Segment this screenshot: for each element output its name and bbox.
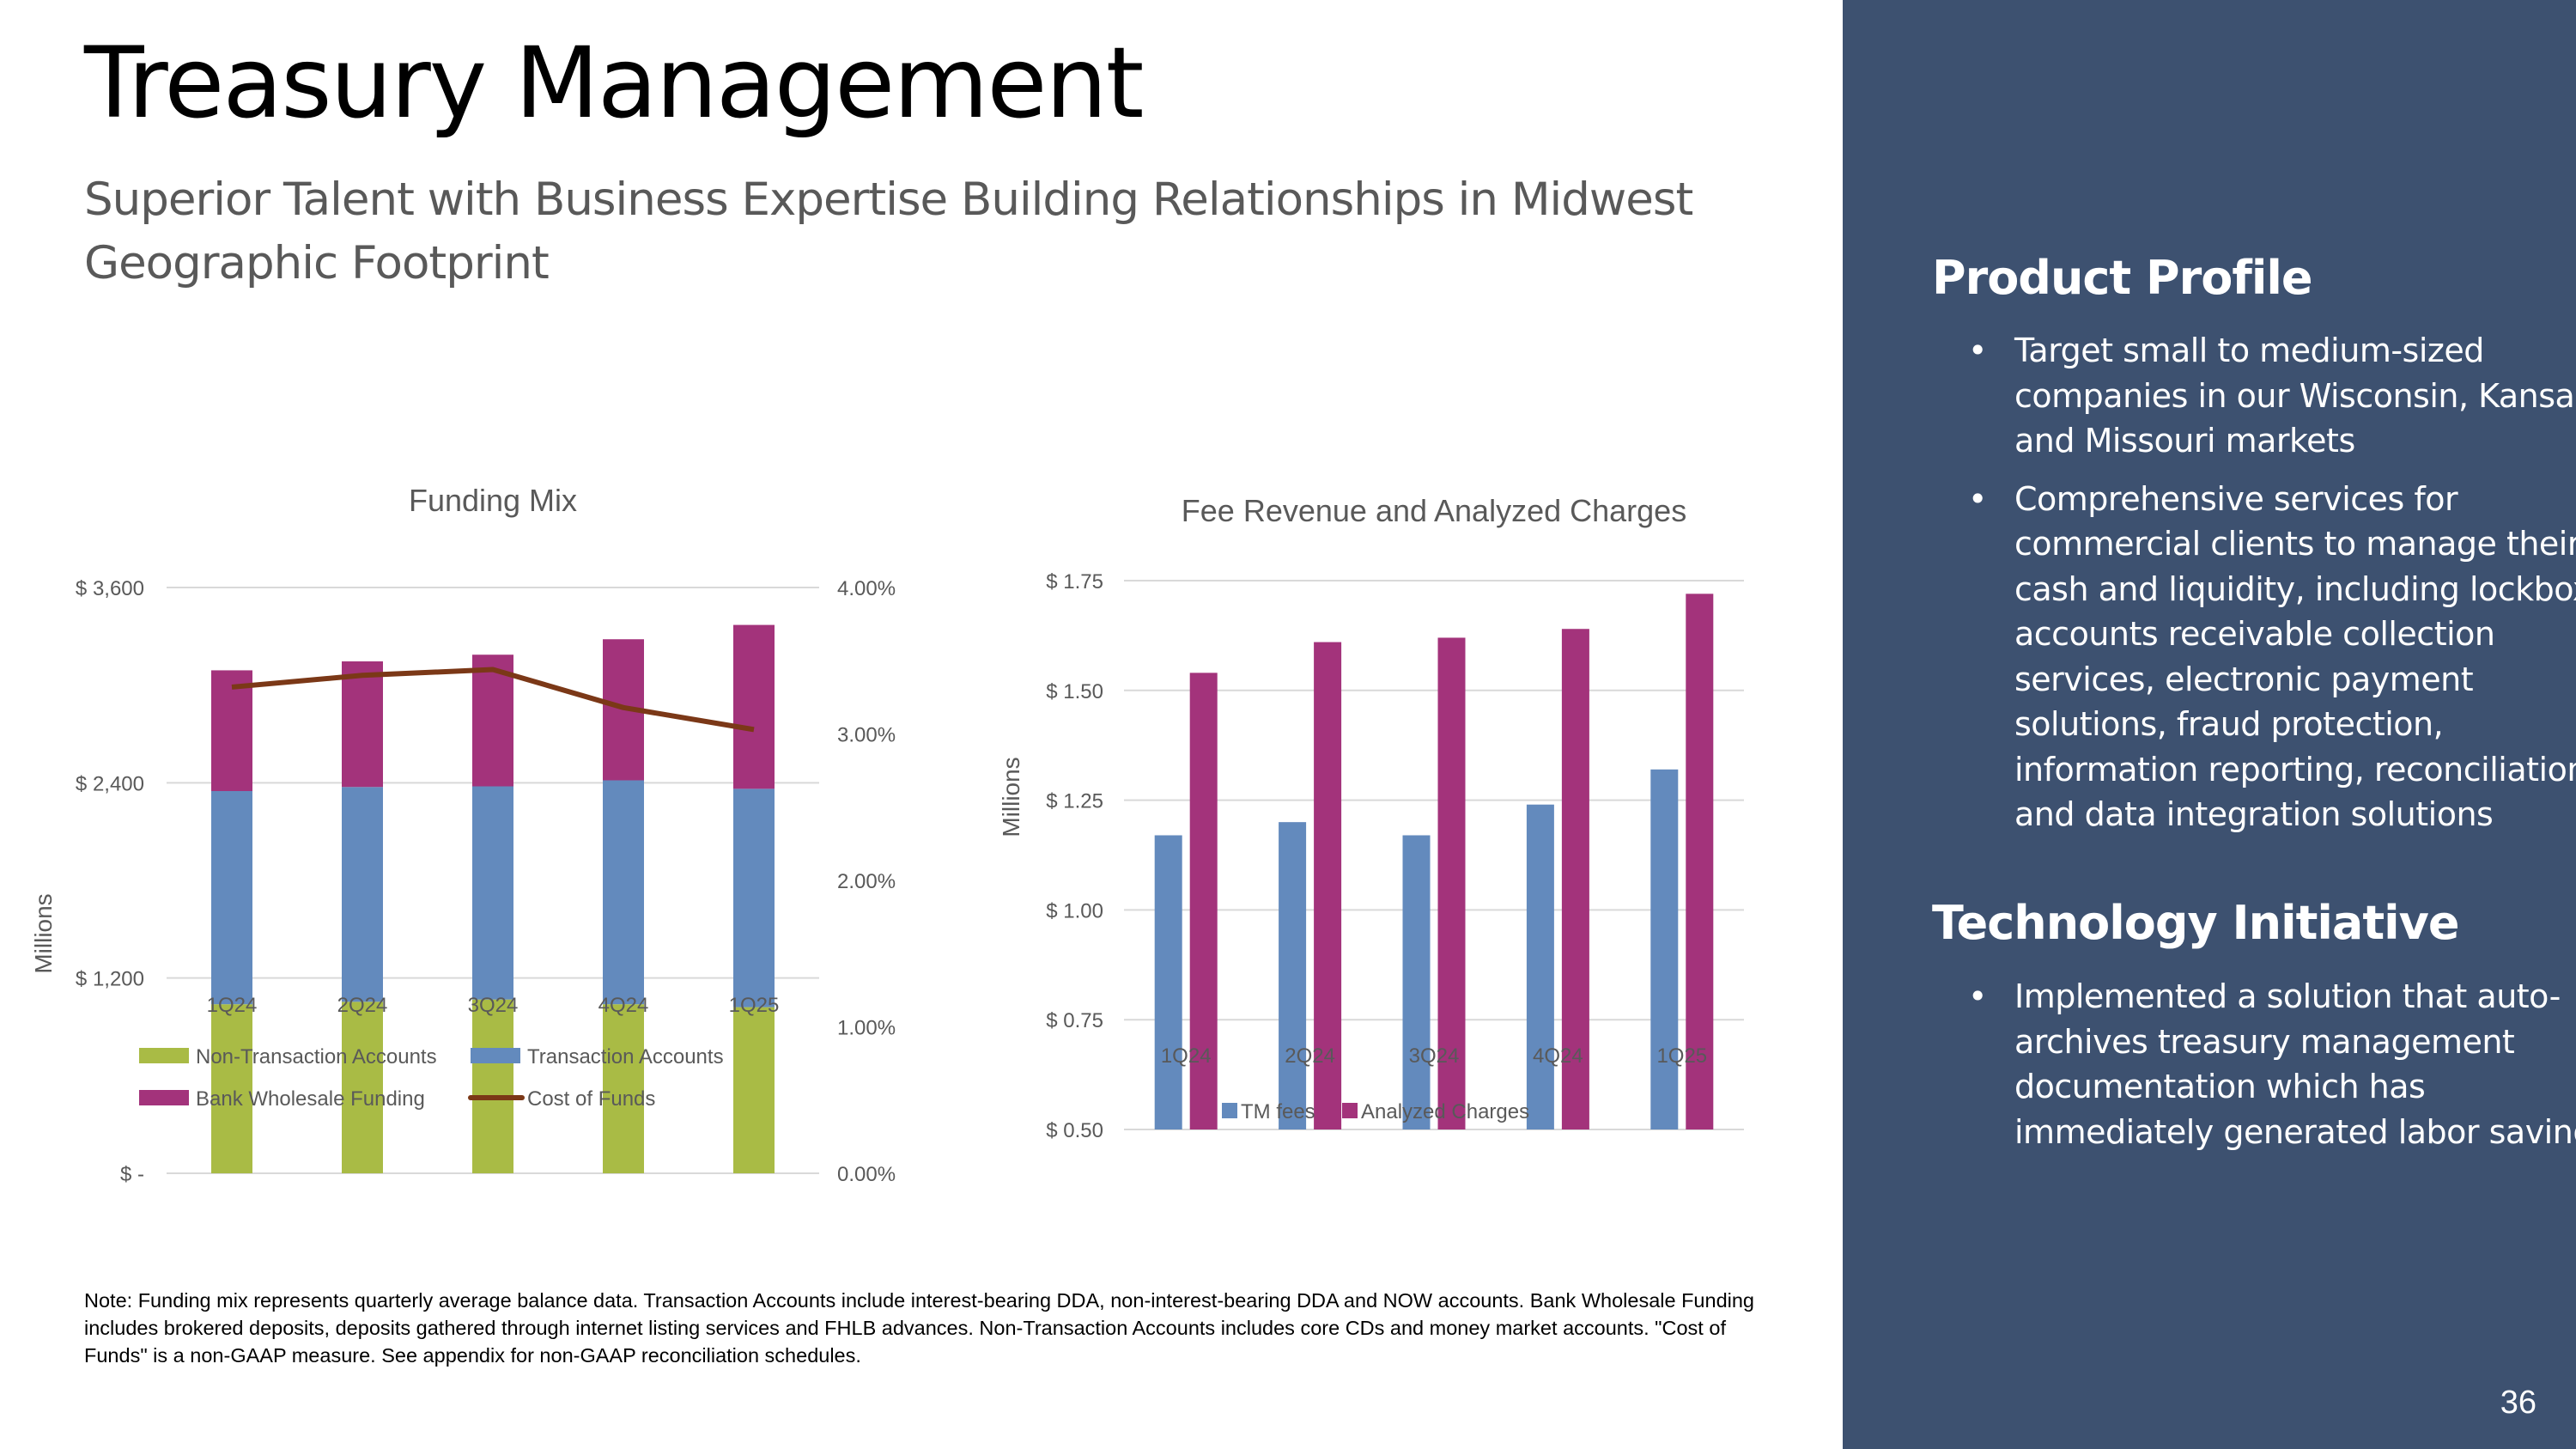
bullet-text: Implemented a solution that auto-archive…: [2014, 977, 2576, 1151]
bar: [1437, 637, 1466, 1129]
legend-swatch: [139, 1090, 189, 1105]
y2-tick-label: 2.00%: [837, 870, 896, 893]
bar-segment: [733, 624, 775, 789]
bar-segment: [603, 780, 644, 1005]
bullet-text: Comprehensive services for commercial cl…: [2014, 479, 2576, 834]
bar: [1279, 822, 1307, 1129]
legend-label: Cost of Funds: [527, 1087, 655, 1111]
y-tick-label: $ 0.75: [1046, 1009, 1103, 1032]
x-tick-label: 4Q24: [598, 994, 649, 1017]
x-tick-label: 2Q24: [1285, 1044, 1335, 1068]
y-tick-label: $ -: [120, 1163, 144, 1186]
y2-tick-label: 4.00%: [837, 577, 896, 600]
legend-swatch: [1342, 1103, 1358, 1118]
bar-segment: [733, 788, 775, 1008]
y-tick-label: $ 1,200: [76, 968, 144, 991]
x-tick-label: 1Q24: [1161, 1044, 1212, 1068]
technology-initiative-heading: Technology Initiative: [1932, 896, 2459, 950]
legend-label: Bank Wholesale Funding: [196, 1087, 425, 1111]
bullet-text: Target small to medium-sized companies i…: [2014, 332, 2576, 460]
bar: [1526, 804, 1554, 1129]
bar-segment: [472, 654, 513, 787]
bullet-icon: •: [1968, 479, 1987, 518]
technology-initiative-list: • Implemented a solution that auto-archiv…: [1932, 974, 2576, 1167]
legend-label: Analyzed Charges: [1361, 1100, 1529, 1123]
bar-segment: [211, 1004, 252, 1173]
page-title: Treasury Management: [84, 26, 1144, 140]
bar-segment: [472, 786, 513, 1000]
bar: [1650, 769, 1679, 1129]
bullet-icon: •: [1968, 332, 1987, 369]
bar: [1561, 629, 1589, 1129]
list-item: • Implemented a solution that auto-archiv…: [1968, 974, 2576, 1154]
bar: [1189, 673, 1218, 1129]
list-item: • Comprehensive services for commercial c…: [1968, 477, 2576, 837]
y-tick-label: $ 2,400: [76, 772, 144, 795]
bar-segment: [472, 999, 513, 1173]
bar-segment: [733, 1007, 775, 1173]
legend-swatch: [139, 1048, 189, 1063]
product-profile-list: • Target small to medium-sized companies …: [1932, 328, 2576, 850]
bullet-icon: •: [1968, 977, 1987, 1015]
y-tick-label: $ 0.50: [1046, 1119, 1103, 1142]
x-tick-label: 3Q24: [468, 994, 519, 1017]
product-profile-heading: Product Profile: [1932, 251, 2312, 305]
page-number: 36: [2500, 1385, 2537, 1421]
y-tick-label: $ 1.25: [1046, 790, 1103, 813]
y2-tick-label: 0.00%: [837, 1163, 896, 1186]
chart-title: Fee Revenue and Analyzed Charges: [1182, 493, 1686, 528]
cost-of-funds-line: [231, 667, 755, 733]
footnote: Note: Funding mix represents quarterly a…: [84, 1289, 1755, 1367]
legend-label: TM fees: [1241, 1100, 1315, 1123]
y2-tick-label: 1.00%: [837, 1017, 896, 1040]
x-tick-label: 3Q24: [1409, 1044, 1460, 1068]
y-axis-label: Millions: [998, 757, 1024, 837]
chart-title: Funding Mix: [409, 483, 577, 518]
legend-label: Transaction Accounts: [527, 1045, 724, 1068]
bar: [1314, 642, 1342, 1129]
y-tick-label: $ 3,600: [76, 577, 144, 600]
bar-segment: [211, 670, 252, 791]
bar: [1154, 835, 1182, 1129]
y-tick-label: $ 1.50: [1046, 680, 1103, 703]
x-tick-label: 2Q24: [337, 994, 388, 1017]
bar-segment: [342, 1002, 383, 1173]
x-tick-label: 4Q24: [1533, 1044, 1583, 1068]
page-subtitle: Superior Talent with Business Expertise …: [84, 174, 1693, 289]
bar-segment: [603, 1004, 644, 1173]
x-tick-label: 1Q24: [207, 994, 258, 1017]
bar: [1402, 835, 1431, 1129]
x-tick-label: 1Q25: [1656, 1044, 1707, 1068]
legend-swatch: [471, 1048, 520, 1063]
y-tick-label: $ 1.00: [1046, 899, 1103, 922]
bar-segment: [211, 790, 252, 1005]
bar-segment: [342, 787, 383, 1002]
bar-segment: [342, 661, 383, 788]
list-item: • Target small to medium-sized companies …: [1968, 328, 2576, 464]
y2-tick-label: 3.00%: [837, 724, 896, 747]
bar: [1686, 594, 1714, 1129]
y-tick-label: $ 1.75: [1046, 570, 1103, 594]
legend-swatch: [1222, 1103, 1237, 1118]
legend-label: Non-Transaction Accounts: [196, 1045, 437, 1068]
y-axis-label: Millions: [30, 893, 57, 973]
x-tick-label: 1Q25: [729, 994, 780, 1017]
side-panel: Product Profile • Target small to medium-…: [1843, 0, 2576, 1449]
